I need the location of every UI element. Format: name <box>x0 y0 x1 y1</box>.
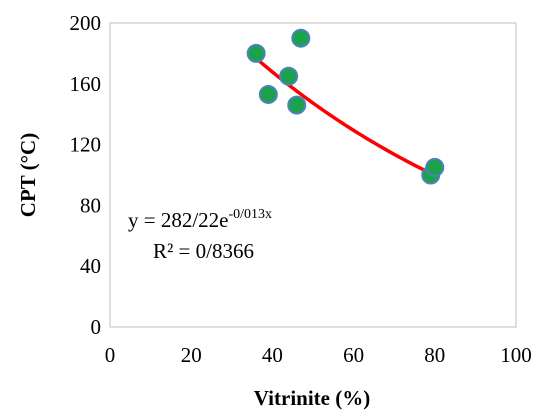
data-point <box>258 84 278 104</box>
y-tick-label: 40 <box>80 254 101 278</box>
equation-main: y = 282/22e <box>128 208 229 232</box>
plot-area <box>109 22 517 328</box>
x-tick-label: 60 <box>343 343 364 367</box>
y-tick-label: 0 <box>91 315 102 339</box>
r-squared-label: R² = 0/8366 <box>153 239 254 263</box>
x-tick-label: 40 <box>262 343 283 367</box>
plot-border <box>109 22 517 328</box>
x-axis-title: Vitrinite (%) <box>254 386 370 410</box>
y-tick-label: 80 <box>80 193 101 217</box>
data-point <box>425 157 445 177</box>
y-tick-label: 160 <box>70 72 102 96</box>
y-tick-label: 120 <box>70 133 102 157</box>
trendline-equation: y = 282/22e-0/013x <box>128 207 272 232</box>
y-tick-label: 200 <box>70 11 102 35</box>
equation-exponent: -0/013x <box>229 207 273 222</box>
x-tick-label: 0 <box>105 343 116 367</box>
y-axis-title: CPT (°C) <box>16 133 40 217</box>
data-points <box>246 28 445 185</box>
data-point <box>279 66 299 86</box>
x-tick-label: 100 <box>500 343 532 367</box>
y-tick-labels: 0 40 80 120 160 200 <box>70 11 102 339</box>
x-tick-label: 20 <box>181 343 202 367</box>
data-point <box>291 28 311 48</box>
x-tick-labels: 0 20 40 60 80 100 <box>105 343 532 367</box>
data-point <box>246 43 266 63</box>
data-point <box>287 95 307 115</box>
x-tick-label: 80 <box>424 343 445 367</box>
